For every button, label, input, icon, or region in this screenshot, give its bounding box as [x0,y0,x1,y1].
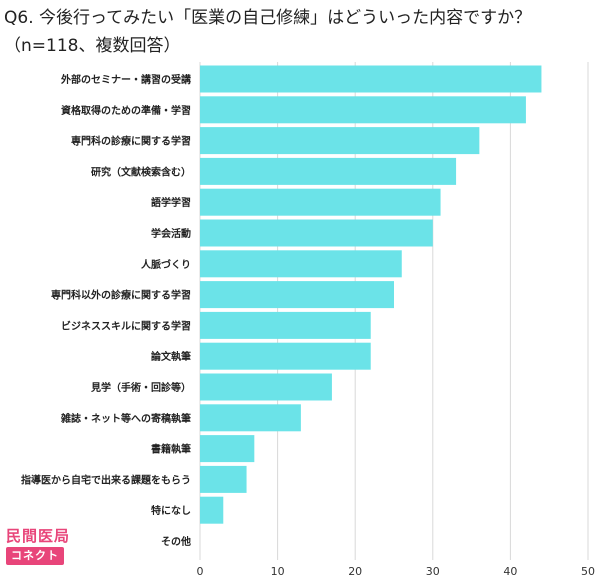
bar [200,96,526,124]
logo-top-text: 民間医局 [6,527,71,545]
x-tick-label: 10 [271,565,285,578]
category-labels: 外部のセミナー・講習の受講資格取得のための準備・学習専門科の診療に関する学習研究… [21,73,191,548]
bar [200,311,371,339]
chart-title: Q6. 今後行ってみたい「医業の自己修練」はどういった内容ですか？（n=118、… [4,8,532,56]
bar [200,250,402,278]
category-label: 見学（手術・回診等） [90,381,191,394]
category-label: 専門科の診療に関する学習 [71,135,191,148]
bar [200,465,247,493]
category-label: 指導医から自宅で出来る課題をもらう [21,473,191,486]
bar [200,219,433,247]
x-tick-label: 20 [348,565,362,578]
bar [200,373,332,401]
category-label: 語学学習 [151,196,191,209]
bar [200,127,480,155]
category-label: 資格取得のための準備・学習 [61,104,191,117]
x-tick-label: 40 [503,565,517,578]
category-label: 書籍執筆 [151,443,191,456]
category-label: 特になし [151,504,191,517]
category-label: ビジネススキルに関する学習 [61,319,191,332]
bars [200,65,542,524]
category-label: 論文執筆 [151,350,191,363]
category-label: 人脈づくり [141,258,191,271]
category-label: 研究（文献検索含む） [91,165,191,178]
bar [200,404,301,432]
category-label: その他 [161,535,191,548]
x-tick-label: 0 [197,565,204,578]
bar [200,435,255,463]
bar [200,342,371,370]
logo-bottom-text: コネクト [6,547,64,565]
category-label: 雑誌・ネット等への寄稿執筆 [60,412,191,425]
x-tick-label: 50 [581,565,595,578]
bar [200,281,394,309]
category-label: 学会活動 [151,227,191,240]
x-axis-ticks: 0 10 20 30 40 50 [197,565,596,578]
bar [200,65,542,93]
bar [200,188,441,216]
bar [200,496,224,524]
x-tick-label: 30 [426,565,440,578]
bar [200,157,457,185]
category-label: 外部のセミナー・講習の受講 [60,73,191,86]
brand-logo: 民間医局 コネクト [6,527,88,567]
category-label: 専門科以外の診療に関する学習 [51,289,191,302]
